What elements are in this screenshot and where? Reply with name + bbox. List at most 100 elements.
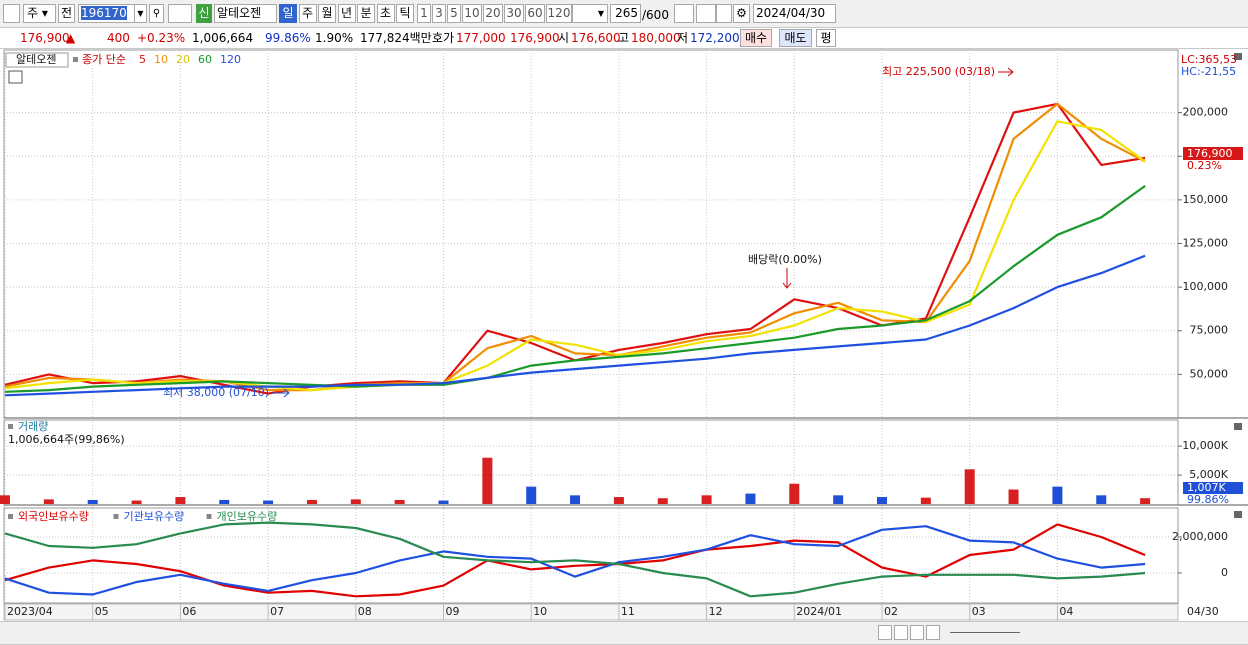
- volume-bar: [1008, 489, 1019, 504]
- legend-label: 종가 단순: [82, 53, 126, 66]
- panel-frame: [3, 507, 1179, 604]
- y-tick-label: 125,000: [1183, 236, 1229, 249]
- panel-icon: [1234, 423, 1242, 430]
- interval-button[interactable]: 1: [417, 4, 431, 23]
- volume-title: 거래량: [18, 420, 48, 433]
- count-max: /600: [642, 8, 669, 22]
- x-tick-label: 06: [182, 605, 196, 618]
- y-tick-label: 75,000: [1190, 324, 1229, 337]
- volume-bar: [482, 457, 493, 504]
- y-tick-label: 5,000K: [1189, 468, 1228, 481]
- interval-button[interactable]: 3: [432, 4, 446, 23]
- menu-icon[interactable]: [3, 4, 20, 23]
- nav-button[interactable]: [926, 625, 940, 640]
- volume-bar: [570, 495, 581, 504]
- market-select[interactable]: 주 ▾: [23, 4, 56, 23]
- change: 400: [107, 31, 130, 45]
- y-tick-label: 10,000K: [1182, 439, 1228, 452]
- interval-button[interactable]: 20: [483, 4, 503, 23]
- x-tick-label: 08: [358, 605, 372, 618]
- x-tick-label: 2024/01: [796, 605, 842, 618]
- legend-entry: 외국인보유수량: [18, 510, 89, 523]
- y-tick-label: 100,000: [1183, 280, 1229, 293]
- volume-bar: [43, 499, 54, 504]
- low: 172,200: [690, 31, 740, 45]
- chart-icon: [8, 70, 23, 84]
- code-dropdown[interactable]: ▼: [134, 4, 147, 23]
- tool-icon[interactable]: [696, 4, 716, 23]
- period-button[interactable]: 년: [337, 4, 356, 23]
- save-icon[interactable]: [716, 4, 732, 23]
- volume-bar: [350, 499, 361, 504]
- volume-bar: [833, 495, 844, 504]
- settings-icon[interactable]: ⚙: [733, 4, 750, 23]
- interval-button[interactable]: 5: [447, 4, 461, 23]
- panel-frame: [3, 419, 1179, 506]
- quote-bar: [0, 28, 1248, 49]
- last-volume-rate: 99.86%: [1187, 493, 1229, 506]
- period-button[interactable]: 주: [298, 4, 317, 23]
- code: 196170: [81, 6, 127, 20]
- sound-icon[interactable]: [168, 4, 192, 23]
- volume-bar: [964, 469, 975, 504]
- series-line: [4, 254, 1146, 397]
- series-line: [4, 523, 1146, 598]
- period-button[interactable]: 초: [376, 4, 395, 23]
- axis-strip: [3, 603, 1179, 621]
- x-tick-label: 2023/04: [7, 605, 53, 618]
- zoom-slider[interactable]: [950, 632, 1020, 633]
- x-tick-label: 05: [95, 605, 109, 618]
- count-input[interactable]: 265: [610, 4, 641, 23]
- sell-button[interactable]: 매도: [779, 29, 812, 47]
- x-tick-label: 07: [270, 605, 284, 618]
- turnover: 1.90%: [315, 31, 354, 45]
- interval-button[interactable]: 30: [504, 4, 524, 23]
- interval-dropdown[interactable]: ▼: [572, 4, 608, 23]
- last-price-label: 176,900: [1187, 147, 1233, 160]
- x-end-label: 04/30: [1187, 605, 1219, 618]
- nav-button[interactable]: [894, 625, 908, 640]
- volume-bar: [175, 497, 186, 504]
- interval-button[interactable]: 120: [546, 4, 572, 23]
- high: 180,000: [631, 31, 681, 45]
- volume-bar: [306, 499, 317, 504]
- nav-button[interactable]: [910, 625, 924, 640]
- interval-button[interactable]: 10: [462, 4, 482, 23]
- eval-button[interactable]: 평: [816, 29, 836, 47]
- legend-entry: 60: [198, 53, 212, 66]
- period-button[interactable]: 분: [357, 4, 375, 23]
- period-button[interactable]: 월: [318, 4, 336, 23]
- volume-bar: [613, 497, 624, 504]
- volume-bar: [219, 499, 230, 504]
- period-button[interactable]: 틱: [396, 4, 414, 23]
- series-line: [4, 521, 1146, 598]
- bottom-toolbar: [0, 621, 1248, 645]
- annotation-arrow: [782, 268, 792, 289]
- legend-marker: [206, 514, 212, 519]
- date-input[interactable]: 2024/04/30: [753, 4, 836, 23]
- interval-button[interactable]: 60: [525, 4, 545, 23]
- open-label: 시: [558, 31, 570, 45]
- prev-button[interactable]: 전: [58, 4, 75, 23]
- legend-title: 알테오젠: [16, 52, 56, 66]
- legend-entry: 120: [220, 53, 241, 66]
- last-volume-box: [1183, 482, 1243, 494]
- buy-button[interactable]: 매수: [740, 29, 772, 47]
- code-input[interactable]: 196170: [78, 4, 136, 23]
- annotation: 최고 225,500 (03/18): [882, 65, 995, 78]
- y-tick-label: 0: [1221, 566, 1228, 579]
- period-button[interactable]: 일: [279, 4, 297, 23]
- volume-bar: [0, 495, 10, 504]
- nav-button[interactable]: [878, 625, 892, 640]
- series-line: [4, 525, 1146, 596]
- x-tick-label: 11: [621, 605, 635, 618]
- y-tick-label: 2,000,000: [1172, 530, 1228, 543]
- volume-bar: [394, 499, 405, 504]
- tool-icon[interactable]: [674, 4, 694, 23]
- y-tick-label: 150,000: [1183, 193, 1229, 206]
- panel-icon: [1234, 53, 1242, 60]
- tool-icons[interactable]: [1040, 625, 1180, 640]
- search-icon[interactable]: ⚲: [149, 4, 164, 23]
